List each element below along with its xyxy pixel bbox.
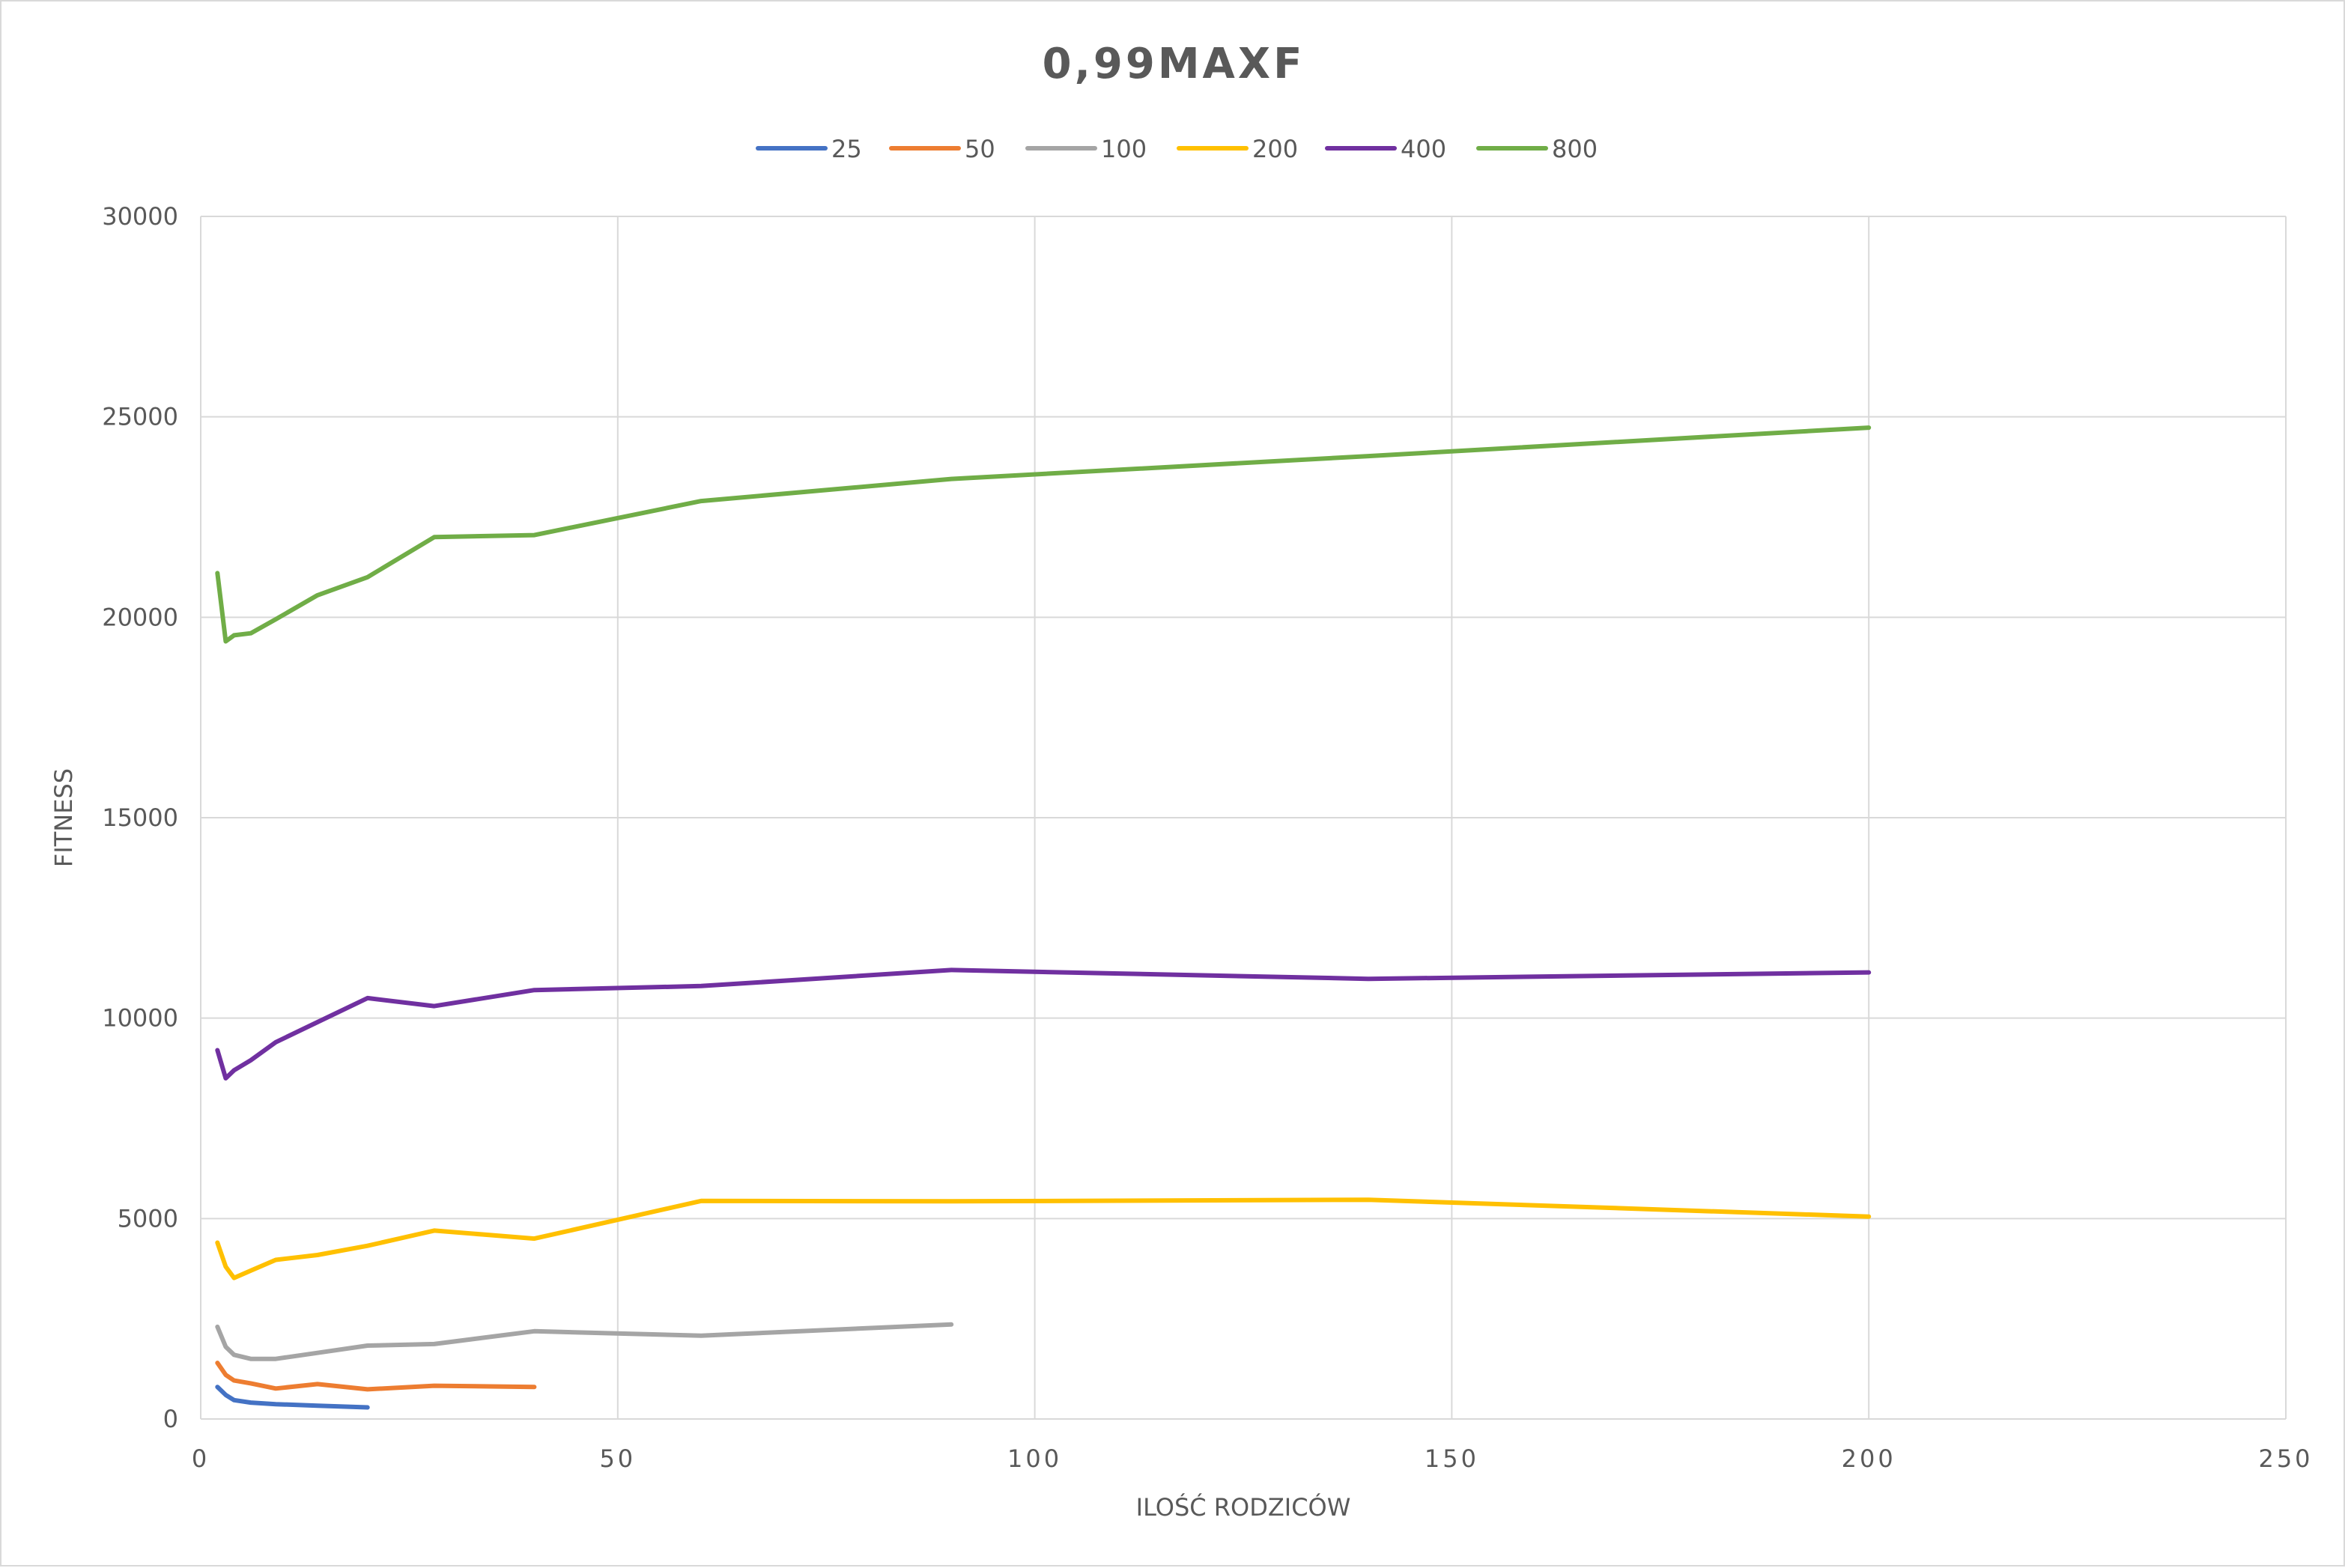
x-axis-ticks: 0 50 100 150 200 250: [192, 1444, 2313, 1473]
x-tick-label: 200: [1842, 1444, 1896, 1473]
chart-title: 0,99MAXF: [1043, 40, 1305, 88]
series-line-50: [215, 1361, 537, 1392]
legend-label-50: 50: [965, 135, 995, 163]
legend-label-800: 800: [1552, 135, 1598, 163]
legend: 25 50 100 200 400 800: [756, 135, 1598, 163]
series-line-400: [215, 967, 1872, 1081]
x-axis-title: ILOŚĆ RODZICÓW: [1136, 1492, 1351, 1522]
y-axis-title: FITNESS: [49, 768, 78, 867]
y-tick-label: 20000: [102, 603, 178, 631]
y-tick-label: 25000: [102, 403, 178, 431]
gridlines: [200, 216, 2287, 1420]
y-tick-label: 0: [163, 1405, 178, 1433]
series-lines: [215, 425, 1872, 1410]
series-line-25: [215, 1385, 370, 1410]
x-tick-label: 150: [1425, 1444, 1479, 1473]
legend-label-400: 400: [1401, 135, 1446, 163]
series-line-200: [215, 1197, 1872, 1280]
x-tick-label: 100: [1007, 1444, 1062, 1473]
legend-label-100: 100: [1101, 135, 1147, 163]
series-line-100: [215, 1322, 954, 1361]
y-tick-label: 15000: [102, 803, 178, 832]
x-tick-label: 50: [599, 1444, 636, 1473]
series-line-800: [215, 425, 1872, 644]
x-tick-label: 250: [2258, 1444, 2313, 1473]
legend-label-200: 200: [1252, 135, 1298, 163]
y-tick-label: 30000: [102, 202, 178, 231]
x-tick-label: 0: [192, 1444, 210, 1473]
legend-label-25: 25: [831, 135, 862, 163]
y-tick-label: 10000: [102, 1004, 178, 1033]
y-tick-label: 5000: [118, 1204, 178, 1233]
y-axis-ticks: 0 5000 10000 15000 20000 25000 30000: [102, 202, 178, 1433]
